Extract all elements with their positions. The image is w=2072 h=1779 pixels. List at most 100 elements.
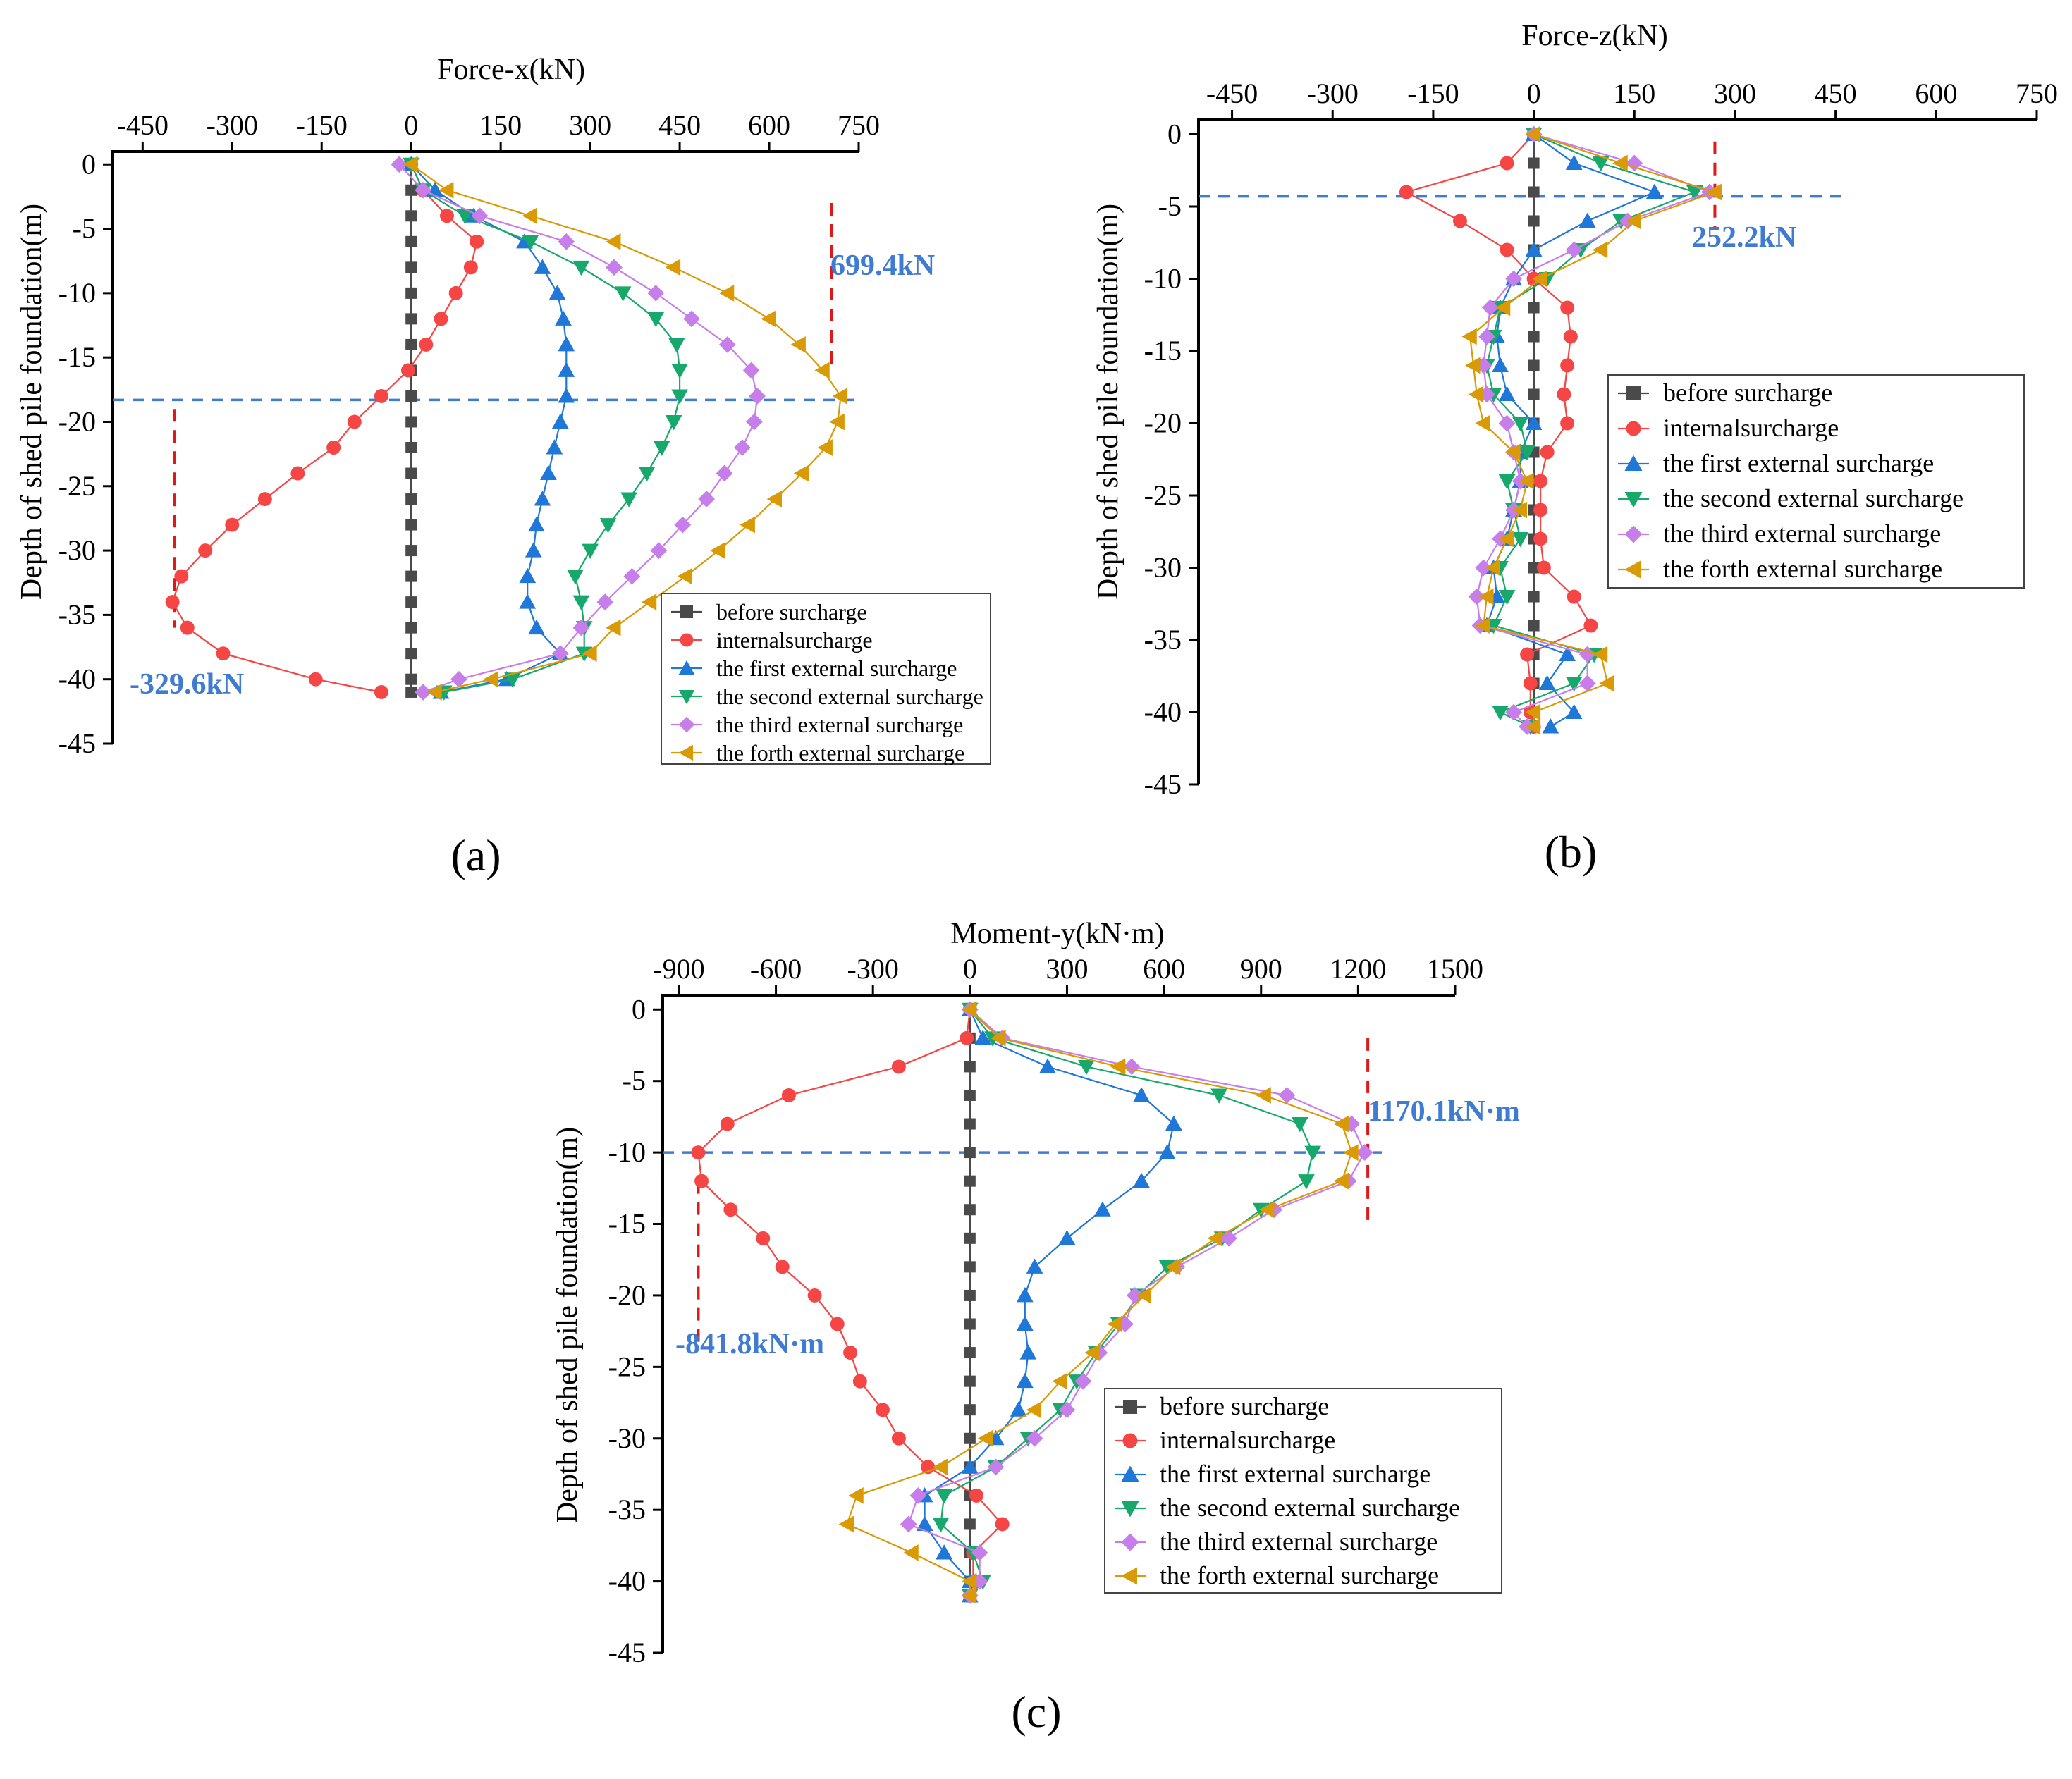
y-tick-label: -35 [59, 598, 96, 630]
data-point-second [1492, 706, 1509, 721]
data-point-second [936, 1489, 953, 1504]
data-point-before [405, 648, 417, 660]
data-point-third [596, 593, 614, 611]
series-line-first [410, 164, 568, 694]
x-axis-title: Force-z(kN) [1521, 20, 1668, 52]
legend-label-internal: internalsurcharge [716, 627, 873, 653]
data-point-second [1304, 1145, 1322, 1161]
data-point-internal [290, 466, 305, 481]
data-point-before [1528, 331, 1540, 343]
data-point-third [623, 567, 641, 585]
y-tick-label: -20 [608, 1279, 646, 1311]
data-point-first [558, 336, 575, 352]
series-line-second [940, 1009, 1314, 1596]
data-point-first [1578, 212, 1596, 228]
panel-label: (a) [450, 830, 501, 880]
data-point-before [964, 1147, 976, 1159]
data-point-first [1165, 1115, 1182, 1131]
y-tick-label: -25 [59, 470, 96, 502]
data-point-before [405, 235, 417, 247]
data-point-forth [848, 1487, 864, 1504]
data-point-internal [419, 337, 434, 352]
data-point-second [1078, 1059, 1095, 1076]
data-point-internal [1523, 676, 1538, 691]
data-point-forth [1165, 1258, 1181, 1276]
data-point-second [653, 441, 670, 456]
data-point-forth [1592, 646, 1608, 663]
data-point-first [1498, 386, 1516, 401]
data-point-second [456, 209, 474, 225]
legend-label-before: before surcharge [1160, 1392, 1329, 1420]
data-point-third [1481, 299, 1499, 316]
data-point-second [582, 543, 599, 559]
data-point-third [698, 491, 716, 507]
legend-marker-first [1624, 455, 1643, 471]
data-point-forth [1498, 530, 1514, 548]
data-point-second [620, 492, 638, 507]
data-point-forth [903, 1544, 919, 1561]
data-point-forth [932, 1458, 948, 1476]
data-point-before [1528, 620, 1540, 632]
data-point-forth [977, 1429, 993, 1447]
data-point-third [1126, 1287, 1144, 1304]
data-point-third [909, 1487, 927, 1504]
data-point-third [1478, 328, 1495, 345]
data-point-third [1026, 1429, 1043, 1447]
data-point-forth [1026, 1401, 1042, 1419]
data-point-forth [814, 362, 830, 379]
data-point-second [1298, 1174, 1315, 1190]
legend-marker-before [680, 605, 693, 618]
legend-label-internal: internalsurcharge [1663, 414, 1839, 442]
legend-marker-first [678, 660, 695, 675]
data-point-internal [1452, 214, 1467, 228]
data-point-before [405, 673, 417, 685]
data-point-internal [891, 1431, 906, 1446]
data-point-third [742, 362, 760, 379]
data-point-third [1626, 154, 1643, 172]
series-line-forth [846, 1009, 1353, 1596]
series-line-forth [1469, 133, 1717, 727]
data-point-third [572, 619, 590, 636]
data-point-third [1356, 1144, 1373, 1161]
y-tick-label: 0 [1167, 118, 1182, 150]
data-point-internal [180, 620, 195, 635]
data-point-forth [838, 1515, 854, 1533]
annotation-max-value: 1170.1kN·m [1368, 1095, 1520, 1128]
y-tick-label: -15 [608, 1208, 646, 1240]
x-tick-label: 300 [1714, 78, 1756, 109]
data-point-forth [1107, 1315, 1122, 1333]
data-point-forth [961, 1572, 977, 1590]
data-point-before [1528, 302, 1540, 314]
data-point-forth [439, 181, 454, 199]
data-point-before [405, 261, 417, 273]
data-point-internal [1583, 618, 1598, 633]
data-point-forth [761, 310, 776, 328]
x-tick-label: 900 [1240, 953, 1282, 985]
data-point-forth [710, 542, 725, 559]
legend-marker-forth [678, 744, 693, 761]
data-point-before [964, 1204, 976, 1216]
legend-label-internal: internalsurcharge [1160, 1426, 1335, 1454]
data-point-first [534, 259, 551, 274]
data-point-internal [960, 1030, 974, 1045]
data-point-second [567, 570, 584, 585]
data-point-forth [1612, 154, 1628, 172]
data-point-before [1528, 186, 1540, 198]
x-tick-label: -450 [1206, 78, 1258, 109]
x-tick-label: -300 [1307, 78, 1359, 109]
data-point-internal [1563, 329, 1578, 344]
data-point-internal [198, 543, 213, 558]
y-tick-label: -30 [1144, 552, 1182, 584]
data-point-forth [427, 684, 442, 701]
data-point-third [415, 684, 432, 701]
y-tick-label: -10 [59, 277, 96, 309]
y-axis-title: Depth of shed pile foundation(m) [551, 1127, 584, 1523]
data-point-internal [463, 260, 478, 275]
data-point-forth [740, 516, 755, 534]
y-tick-label: -25 [608, 1350, 646, 1382]
data-point-first [1026, 1258, 1043, 1274]
legend-label-second: the second external surcharge [1160, 1494, 1460, 1522]
data-point-internal [1533, 531, 1548, 546]
data-point-before [1528, 388, 1540, 400]
data-point-third [683, 310, 700, 328]
